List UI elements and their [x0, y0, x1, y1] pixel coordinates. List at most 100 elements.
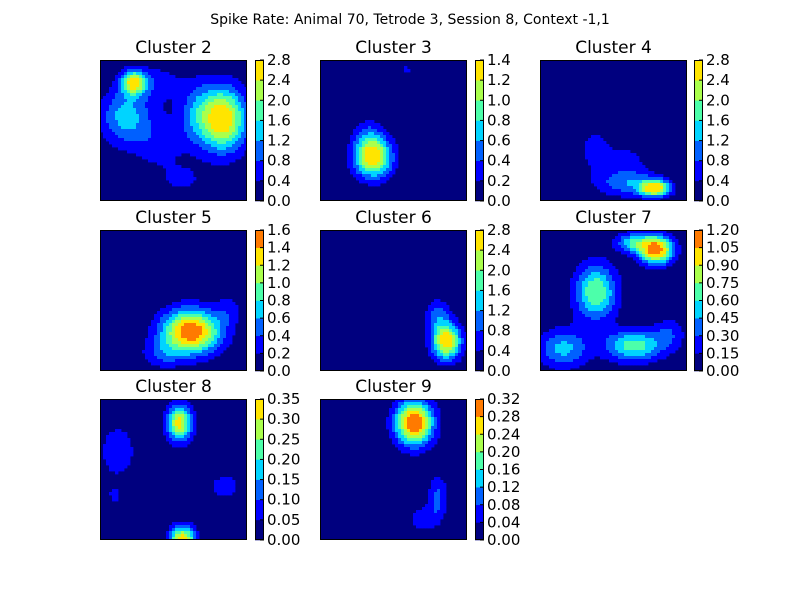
heatmap-cell	[181, 132, 185, 136]
heatmap-cell	[127, 459, 131, 463]
heatmap-cell	[651, 344, 655, 348]
heatmap-cell	[425, 420, 429, 424]
heatmap-cell	[609, 353, 613, 357]
colorbar-frame	[475, 60, 484, 201]
heatmap-cell	[609, 272, 613, 276]
heatmap-cell	[193, 344, 197, 348]
heatmap-cell	[413, 516, 417, 520]
heatmap-cell	[172, 356, 176, 360]
heatmap-cell	[154, 338, 158, 342]
heatmap-cell	[205, 150, 209, 154]
heatmap-cell	[100, 105, 104, 109]
heatmap-cell	[118, 144, 122, 148]
heatmap-cell	[612, 350, 616, 354]
heatmap-cell	[226, 489, 230, 493]
heatmap-cell	[175, 78, 179, 82]
heatmap-cell	[181, 341, 185, 345]
heatmap-cell	[353, 153, 357, 157]
heatmap-cell	[217, 323, 221, 327]
heatmap-cell	[425, 519, 429, 523]
heatmap-cell	[543, 350, 547, 354]
heatmap-cell	[190, 147, 194, 151]
heatmap-cell	[455, 323, 459, 327]
heatmap-cell	[151, 75, 155, 79]
heatmap-cell	[645, 177, 649, 181]
heatmap-cell	[124, 132, 128, 136]
heatmap-cell	[576, 353, 580, 357]
colorbar-segment	[475, 504, 484, 523]
heatmap-cell	[600, 302, 604, 306]
heatmap-cell	[181, 423, 185, 427]
heatmap-cell	[121, 459, 125, 463]
heatmap-cell	[630, 165, 634, 169]
heatmap-cell	[166, 344, 170, 348]
heatmap-cell	[618, 278, 622, 282]
heatmap-cell	[190, 350, 194, 354]
heatmap-cell	[627, 186, 631, 190]
heatmap-cell	[211, 320, 215, 324]
colorbar-segment	[475, 180, 484, 202]
heatmap-cell	[172, 420, 176, 424]
heatmap-cell	[154, 347, 158, 351]
heatmap-cell	[660, 177, 664, 181]
heatmap-cell	[389, 153, 393, 157]
heatmap-cell	[663, 180, 667, 184]
heatmap-cell	[190, 302, 194, 306]
heatmap-cell	[223, 141, 227, 145]
heatmap-cell	[163, 359, 167, 363]
heatmap-cell	[588, 272, 592, 276]
heatmap-cell	[187, 105, 191, 109]
heatmap-cell	[549, 356, 553, 360]
heatmap-cell	[145, 99, 149, 103]
heatmap-cell	[377, 135, 381, 139]
heatmap-cell	[615, 356, 619, 360]
heatmap-cell	[238, 129, 242, 133]
heatmap-cell	[226, 132, 230, 136]
heatmap-cell	[452, 329, 456, 333]
heatmap-cell	[410, 444, 414, 448]
heatmap-cell	[157, 341, 161, 345]
heatmap-cell	[154, 150, 158, 154]
heatmap-cell	[651, 260, 655, 264]
heatmap-cell	[181, 411, 185, 415]
heatmap-cell	[437, 510, 441, 514]
heatmap-cell	[133, 75, 137, 79]
heatmap-cell	[175, 531, 179, 535]
heatmap-cell	[597, 350, 601, 354]
heatmap-cell	[184, 87, 188, 91]
colorbar-tick-label: 0.4	[487, 152, 511, 170]
heatmap-cell	[241, 144, 245, 148]
colorbar-segment	[694, 160, 703, 182]
heatmap-cell	[214, 102, 218, 106]
heatmap-cell	[109, 132, 113, 136]
heatmap-cell	[205, 105, 209, 109]
heatmap-cell	[220, 105, 224, 109]
heatmap-cell	[211, 90, 215, 94]
heatmap-cell	[573, 305, 577, 309]
heatmap-cell	[446, 341, 450, 345]
heatmap-cell	[431, 513, 435, 517]
heatmap-cell	[223, 132, 227, 136]
heatmap-cell	[377, 144, 381, 148]
heatmap-cell	[208, 341, 212, 345]
heatmap-cell	[654, 350, 658, 354]
heatmap-cell	[570, 278, 574, 282]
heatmap-cell	[410, 432, 414, 436]
heatmap-cell	[636, 257, 640, 261]
heatmap-cell	[660, 174, 664, 178]
heatmap-cell	[594, 272, 598, 276]
heatmap-cell	[121, 147, 125, 151]
heatmap-cell	[428, 341, 432, 345]
heatmap-cell	[208, 111, 212, 115]
heatmap-cell	[154, 138, 158, 142]
heatmap-cell	[609, 341, 613, 345]
heatmap-cell	[362, 156, 366, 160]
heatmap-cell	[612, 266, 616, 270]
heatmap-cell	[115, 126, 119, 130]
heatmap-cell	[675, 338, 679, 342]
heatmap-cell	[238, 135, 242, 139]
heatmap-cell	[651, 195, 655, 199]
heatmap-cell	[175, 84, 179, 88]
heatmap-cell	[582, 293, 586, 297]
heatmap-cell	[365, 150, 369, 154]
